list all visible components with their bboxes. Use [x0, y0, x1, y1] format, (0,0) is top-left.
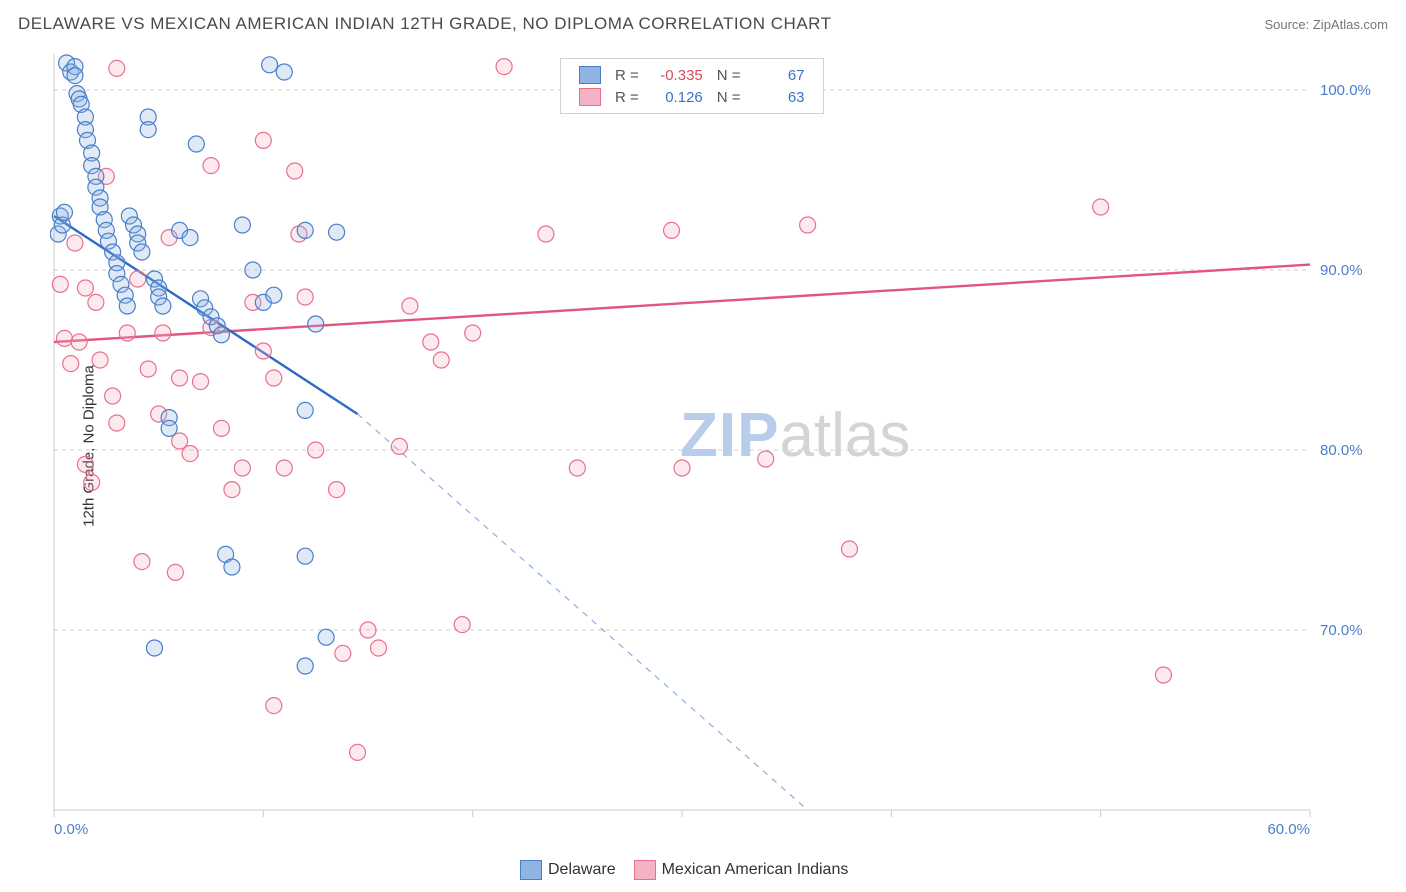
r-label: R =: [609, 65, 645, 85]
n-value-blue: 67: [749, 65, 811, 85]
legend-label-blue: Delaware: [548, 861, 616, 879]
swatch-blue: [579, 66, 601, 84]
n-value-pink: 63: [749, 87, 811, 107]
scatter-plot: 70.0% 80.0% 90.0% 100.0% 0.0% 60.0%: [50, 50, 1380, 840]
source-label: Source: ZipAtlas.com: [1264, 17, 1388, 32]
legend-swatch-pink: [634, 860, 656, 880]
series-legend: Delaware Mexican American Indians: [520, 860, 848, 880]
chart-title: DELAWARE VS MEXICAN AMERICAN INDIAN 12TH…: [18, 14, 832, 34]
r-label: R =: [609, 87, 645, 107]
source-prefix: Source:: [1264, 17, 1312, 32]
r-value-pink: 0.126: [647, 87, 709, 107]
source-name: ZipAtlas.com: [1313, 17, 1388, 32]
svg-text:60.0%: 60.0%: [1267, 821, 1310, 838]
legend-swatch-blue: [520, 860, 542, 880]
n-label: N =: [711, 65, 747, 85]
svg-text:80.0%: 80.0%: [1320, 442, 1363, 459]
svg-text:70.0%: 70.0%: [1320, 622, 1363, 639]
correlation-legend: R = -0.335 N = 67 R = 0.126 N = 63: [560, 58, 824, 114]
swatch-pink: [579, 88, 601, 106]
title-bar: DELAWARE VS MEXICAN AMERICAN INDIAN 12TH…: [18, 14, 1388, 34]
r-value-blue: -0.335: [647, 65, 709, 85]
svg-text:90.0%: 90.0%: [1320, 262, 1363, 279]
chart-container: DELAWARE VS MEXICAN AMERICAN INDIAN 12TH…: [0, 0, 1406, 892]
legend-item-pink: Mexican American Indians: [634, 860, 849, 880]
svg-text:100.0%: 100.0%: [1320, 82, 1371, 99]
correlation-table: R = -0.335 N = 67 R = 0.126 N = 63: [571, 63, 813, 109]
correlation-row-blue: R = -0.335 N = 67: [573, 65, 811, 85]
svg-text:0.0%: 0.0%: [54, 821, 88, 838]
correlation-row-pink: R = 0.126 N = 63: [573, 87, 811, 107]
legend-item-blue: Delaware: [520, 860, 616, 880]
legend-label-pink: Mexican American Indians: [662, 861, 849, 879]
n-label: N =: [711, 87, 747, 107]
